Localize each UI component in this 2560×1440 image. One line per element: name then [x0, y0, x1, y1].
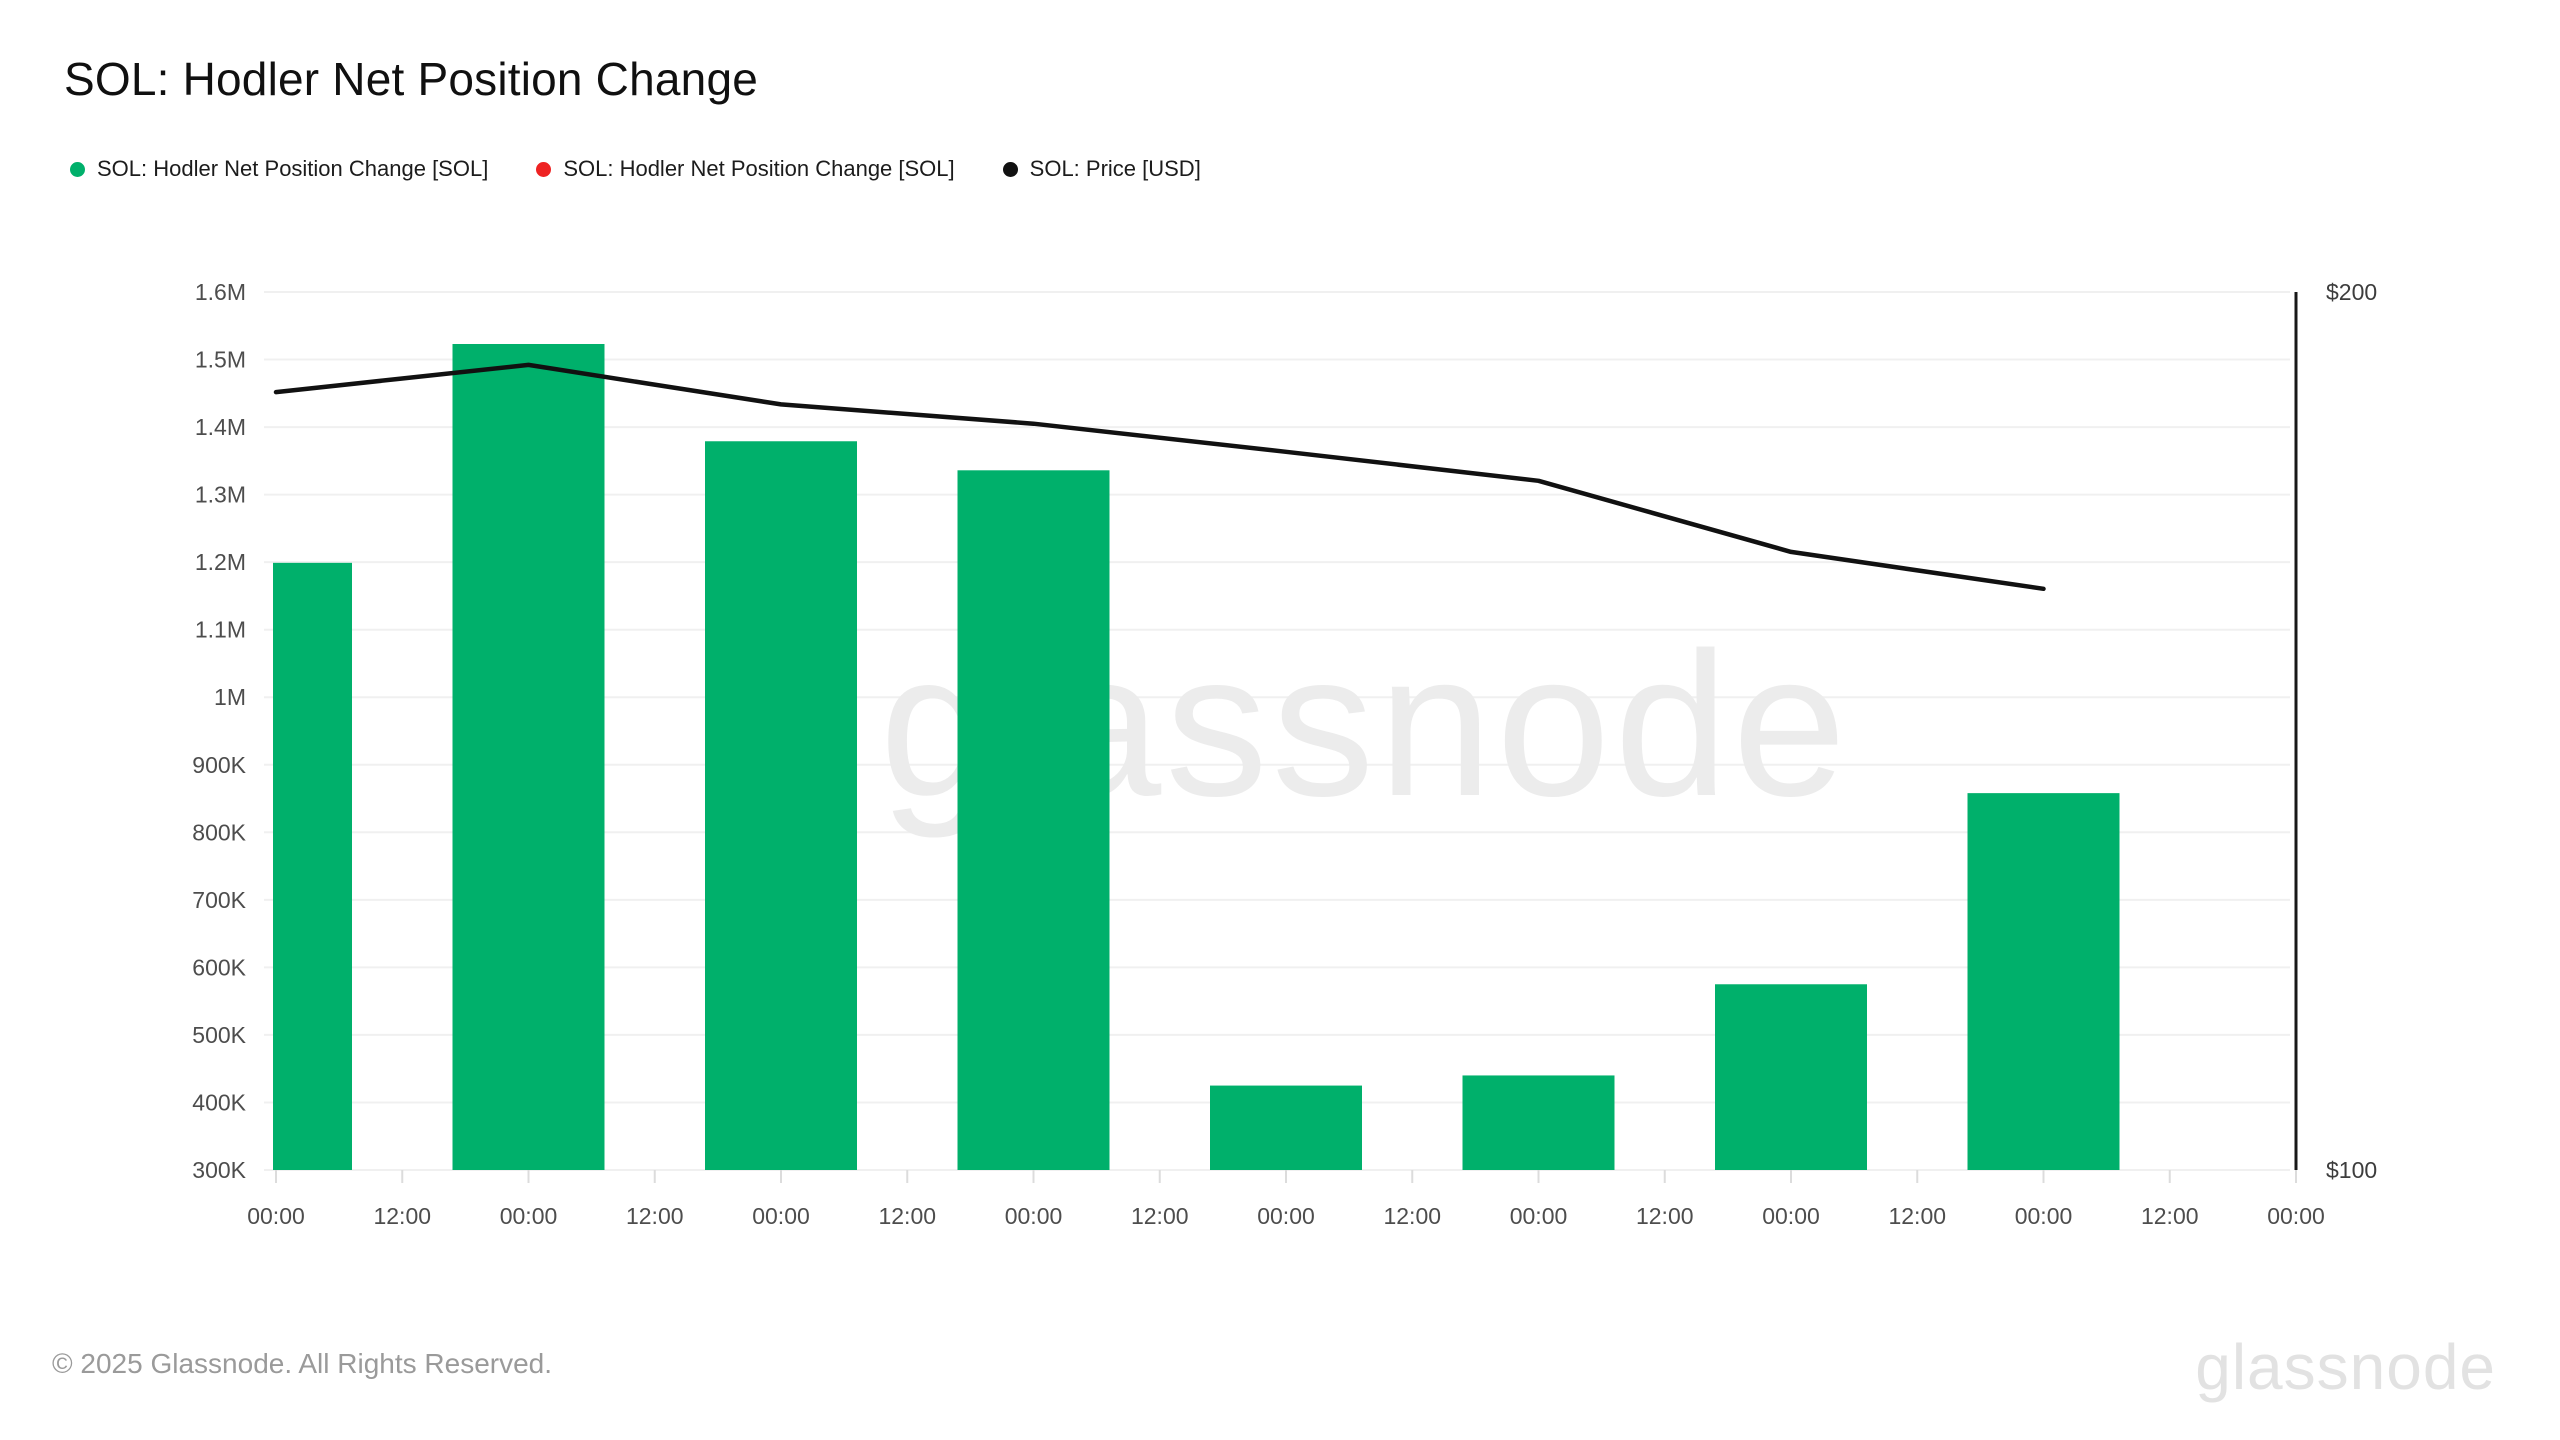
legend-dot-icon — [70, 161, 85, 177]
x-axis-tick-label: 12:00 — [1888, 1203, 1946, 1229]
bar-hodler-net-position-change[interactable] — [1210, 1085, 1362, 1170]
legend-item-label: SOL: Hodler Net Position Change [SOL] — [563, 156, 955, 181]
legend-item-price[interactable]: SOL: Price [USD] — [1002, 156, 1201, 182]
x-axis-tick-label: 00:00 — [500, 1203, 558, 1229]
y-axis-tick-label: 1.1M — [195, 617, 246, 643]
bar-hodler-net-position-change[interactable] — [452, 344, 605, 1170]
legend-item-label: SOL: Hodler Net Position Change [SOL] — [97, 156, 489, 181]
page-title: SOL: Hodler Net Position Change — [64, 53, 759, 105]
x-axis-tick-label: 00:00 — [2015, 1203, 2073, 1229]
x-axis-tick-label: 12:00 — [878, 1203, 936, 1229]
x-axis-tick-label: 00:00 — [1762, 1203, 1820, 1229]
price-line[interactable] — [273, 362, 2046, 592]
legend-item-hodler-net-position-red[interactable]: SOL: Hodler Net Position Change [SOL] — [536, 156, 955, 182]
y-axis-tick-label: 1.2M — [195, 549, 246, 575]
legend-item-hodler-net-position-green[interactable]: SOL: Hodler Net Position Change [SOL] — [70, 156, 488, 182]
bar-hodler-net-position-change[interactable] — [1715, 984, 1867, 1170]
x-axis-tick-label: 00:00 — [1005, 1203, 1063, 1229]
x-axis-tick-label: 12:00 — [1636, 1203, 1694, 1229]
legend: SOL: Hodler Net Position Change [SOL] SO… — [70, 156, 1201, 182]
legend-dot-icon — [1002, 161, 1018, 177]
y-axis-tick-label: 300K — [192, 1157, 246, 1183]
x-axis-tick-label: 00:00 — [1257, 1203, 1315, 1229]
bar-hodler-net-position-change[interactable] — [1462, 1075, 1615, 1170]
bar-hodler-net-position-change[interactable] — [273, 562, 352, 1170]
bar-hodler-net-position-change[interactable] — [957, 470, 1110, 1171]
x-axis-tick-label: 12:00 — [2141, 1203, 2199, 1229]
x-axis-tick-label: 12:00 — [1383, 1203, 1441, 1229]
legend-dot-icon — [536, 161, 552, 177]
x-axis-tick-label: 00:00 — [2267, 1203, 2325, 1229]
y-axis-tick-label: 900K — [192, 752, 246, 778]
glassnode-logo: glassnode — [2195, 1331, 2496, 1403]
y-axis-tick-label: 500K — [192, 1022, 246, 1048]
y-axis-tick-label: 400K — [192, 1089, 246, 1115]
x-axis-tick-label: 12:00 — [1131, 1203, 1189, 1229]
bar-hodler-net-position-change[interactable] — [1967, 793, 2120, 1170]
y-axis-tick-label: 700K — [192, 887, 246, 913]
copyright-text: © 2025 Glassnode. All Rights Reserved. — [52, 1348, 553, 1379]
y-axis-tick-label: 1.3M — [195, 482, 246, 508]
price-axis-tick-label: $200 — [2326, 279, 2377, 305]
y-axis-tick-label: 600K — [192, 954, 246, 980]
x-axis-tick-label: 12:00 — [626, 1203, 684, 1229]
legend-item-label: SOL: Price [USD] — [1029, 156, 1201, 181]
x-axis-tick-label: 12:00 — [373, 1203, 431, 1229]
y-axis-tick-label: 1M — [214, 684, 246, 710]
x-axis-tick-label: 00:00 — [1510, 1203, 1568, 1229]
y-axis-tick-label: 800K — [192, 819, 246, 845]
y-axis-tick-label: 1.6M — [195, 279, 246, 305]
y-axis-tick-label: 1.5M — [195, 347, 246, 373]
bar-hodler-net-position-change[interactable] — [705, 441, 857, 1170]
x-axis-tick-label: 00:00 — [247, 1203, 305, 1229]
x-axis-tick-label: 00:00 — [752, 1203, 810, 1229]
y-axis-tick-label: 1.4M — [195, 414, 246, 440]
price-axis-tick-label: $100 — [2326, 1157, 2377, 1183]
